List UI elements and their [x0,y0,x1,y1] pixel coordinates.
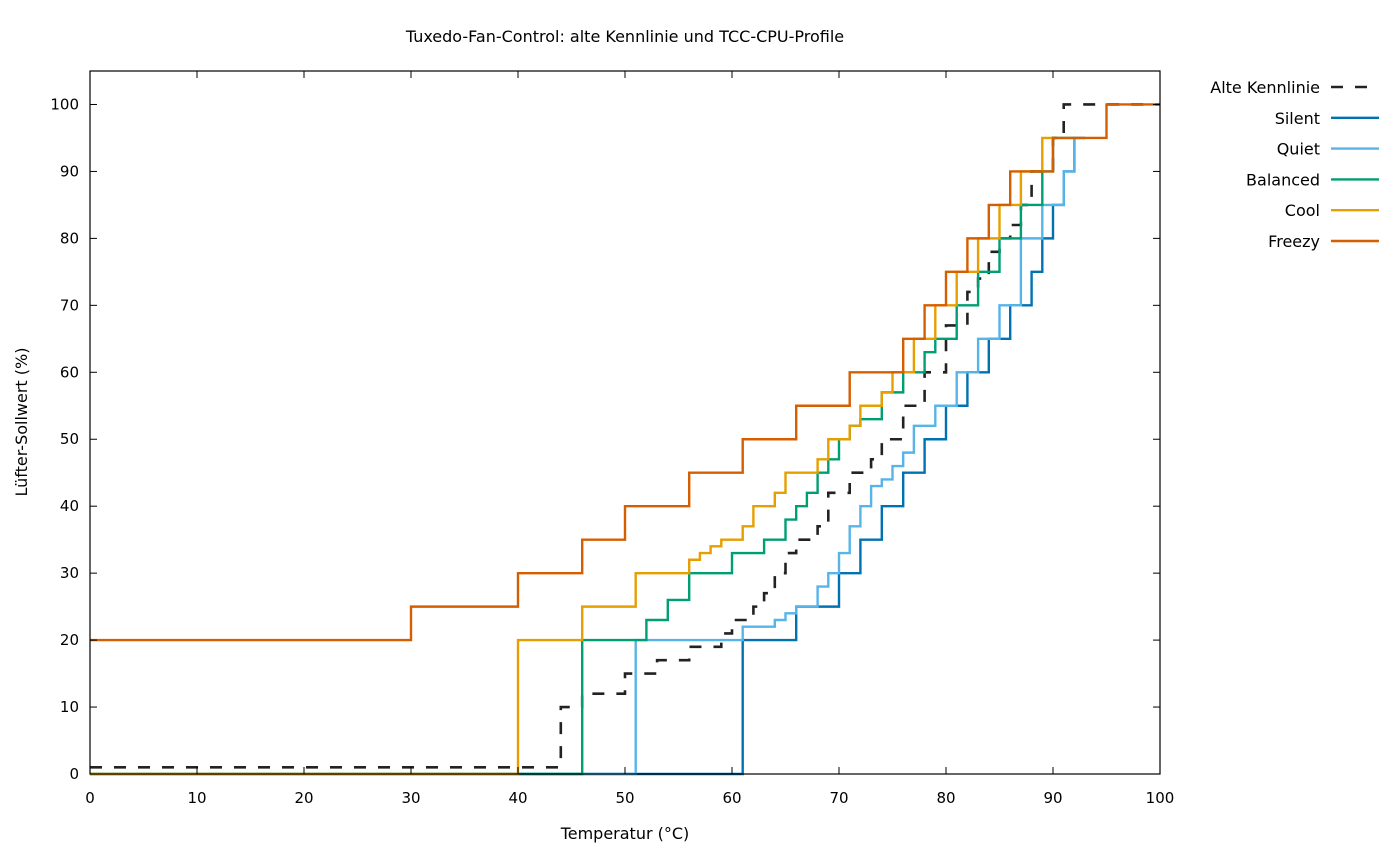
x-tick-label: 60 [722,789,741,807]
y-tick-label: 50 [60,430,79,448]
x-tick-label: 80 [936,789,955,807]
y-tick-label: 10 [60,698,79,716]
x-tick-label: 10 [187,789,206,807]
series-line-balanced [90,136,1075,776]
x-tick-label: 70 [829,789,848,807]
y-axis-title: Lüfter-Sollwert (%) [12,348,31,497]
legend-label-alte-kennlinie: Alte Kennlinie [1210,78,1320,97]
legend-label-freezy: Freezy [1268,232,1320,251]
series-line-freezy [90,103,1160,642]
y-tick-label: 20 [60,631,79,649]
y-tick-label: 80 [60,229,79,247]
x-tick-label: 0 [85,789,95,807]
series-line-quiet [90,136,1086,776]
y-tick-label: 30 [60,564,79,582]
series-line-cool [90,136,1053,776]
x-axis-title: Temperatur (°C) [560,824,690,843]
series-line-silent [90,136,1086,776]
y-tick-label: 70 [60,296,79,314]
legend: Alte Kennlinie Silent Quiet Balanced Cool Fre… [1210,78,1379,251]
x-tick-label: 20 [294,789,313,807]
legend-label-silent: Silent [1275,109,1320,128]
y-tick-label: 90 [60,162,79,180]
legend-label-quiet: Quiet [1277,140,1320,159]
x-tick-label: 100 [1146,789,1175,807]
x-tick-label: 40 [508,789,527,807]
legend-label-cool: Cool [1285,201,1320,220]
legend-label-balanced: Balanced [1246,170,1320,189]
y-tick-label: 60 [60,363,79,381]
plot-frame [89,70,1161,775]
series-layer [90,103,1160,776]
x-tick-label: 90 [1043,789,1062,807]
x-tick-label: 30 [401,789,420,807]
x-tick-label: 50 [615,789,634,807]
y-tick-label: 0 [69,765,79,783]
y-tick-label: 100 [50,95,79,113]
y-tick-label: 40 [60,497,79,515]
chart-title: Tuxedo-Fan-Control: alte Kennlinie und T… [405,27,844,46]
tick-layer: 0 10 20 30 40 50 60 70 80 90 100 0 10 20 30 40 50 60 70 80 9… [50,71,1174,807]
